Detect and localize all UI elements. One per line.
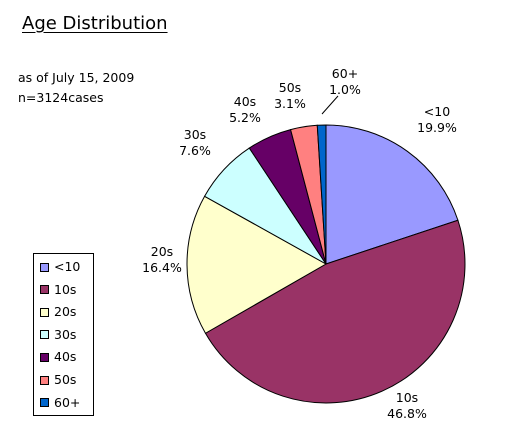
slice-value-label-60plus: 1.0% [329, 82, 361, 97]
legend-item-60plus: 60+ [40, 394, 81, 410]
pie-slice-20s [186, 195, 328, 334]
pie-slice-10s [204, 219, 466, 404]
slice-label-50s: 50s [279, 80, 301, 95]
legend-item-20s: 20s [40, 305, 76, 319]
legend-item-40s: 40s [40, 350, 76, 364]
leader-line-60plus [321, 95, 339, 115]
legend-label-50s: 50s [54, 372, 77, 387]
legend-label-under10: <10 [54, 259, 81, 274]
legend-label-10s: 10s [54, 281, 77, 297]
legend-item-50s: 50s [40, 373, 76, 387]
count-note: n=3124cases [18, 90, 104, 105]
legend-swatch-20s [40, 307, 49, 317]
slice-label-under10: <10 [424, 104, 450, 119]
legend-swatch-under10 [40, 262, 49, 272]
legend-swatch-30s [40, 330, 49, 340]
slice-value-label-under10: 19.9% [417, 120, 457, 135]
legend-item-10s: 10s [40, 281, 77, 297]
slice-value-label-20s: 16.4% [142, 260, 182, 275]
legend-label-60plus: 60+ [54, 394, 81, 410]
slice-value-label-30s: 7.6% [179, 143, 211, 158]
slice-label-20s: 20s [151, 244, 173, 259]
slice-label-60plus: 60+ [332, 66, 358, 81]
legend: <10 10s 20s 30s 40s 50s 60+ [33, 253, 94, 416]
legend-swatch-40s [40, 352, 49, 362]
slice-value-label-50s: 3.1% [274, 96, 306, 111]
legend-label-30s: 30s [54, 326, 77, 342]
slice-value-label-10s: 46.8% [387, 406, 427, 421]
date-note: as of July 15, 2009 [18, 70, 135, 85]
legend-label-40s: 40s [54, 349, 77, 365]
legend-item-under10: <10 [40, 260, 80, 274]
slice-label-10s: 10s [396, 390, 418, 405]
legend-swatch-50s [40, 375, 49, 385]
legend-swatch-60plus [40, 398, 49, 408]
legend-swatch-10s [40, 285, 49, 295]
chart-title: Age Distribution [22, 13, 168, 34]
pie-slice-under10 [325, 124, 459, 265]
slice-label-40s: 40s [234, 94, 256, 109]
slice-value-label-40s: 5.2% [229, 110, 261, 125]
pie-slice-60plus [316, 124, 327, 265]
legend-item-30s: 30s [40, 326, 77, 342]
slice-label-30s: 30s [184, 127, 206, 142]
legend-label-20s: 20s [54, 304, 77, 320]
